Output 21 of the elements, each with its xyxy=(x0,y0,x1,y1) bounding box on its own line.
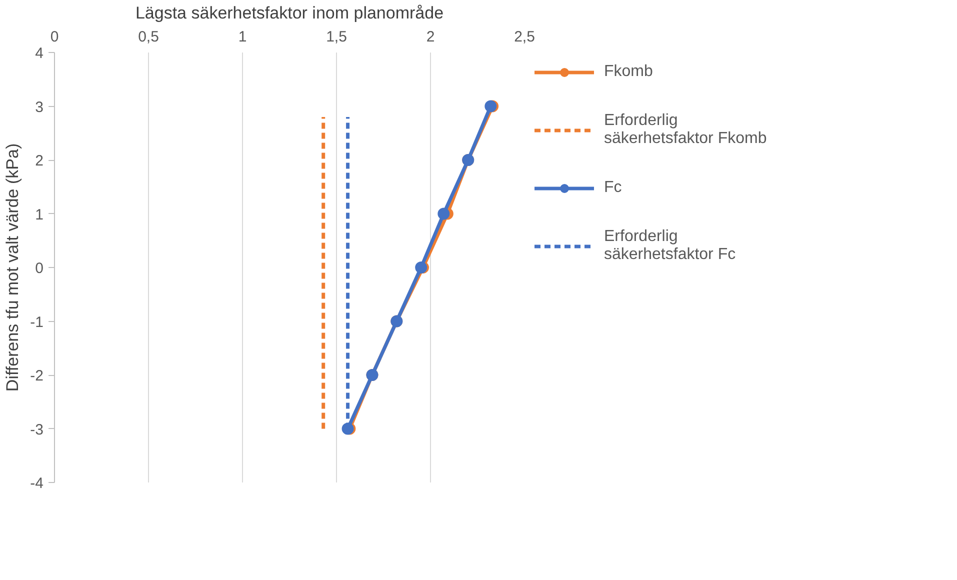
x-axis-title: Lägsta säkerhetsfaktor inom planområde xyxy=(135,4,444,22)
legend-label: Fkomb xyxy=(604,63,653,81)
x-tick-label: 2,5 xyxy=(514,28,535,46)
y-tick-label: -3 xyxy=(30,421,44,438)
y-tick-label: -4 xyxy=(30,475,44,492)
x-tick-label: 1 xyxy=(238,28,247,46)
y-tick-label: 1 xyxy=(35,206,44,224)
y-tick-label: 2 xyxy=(35,152,44,170)
y-tick-label: 0 xyxy=(35,260,44,277)
x-tick-label: 1,5 xyxy=(326,28,347,46)
legend-label: Erforderlig säkerhetsfaktor Fc xyxy=(604,228,736,264)
x-tick-label: 0 xyxy=(50,28,59,46)
x-tick-label: 2 xyxy=(426,28,435,46)
y-axis-title: Differens tfu mot valt värde (kPa) xyxy=(3,143,22,392)
legend-label: Fc xyxy=(604,179,623,197)
legend-label: Erforderlig säkerhetsfaktor Fkomb xyxy=(604,112,767,148)
y-tick-label: 4 xyxy=(35,45,44,62)
y-tick-label: -2 xyxy=(30,368,44,384)
x-tick-label: 0,5 xyxy=(138,28,159,46)
y-tick-label: 3 xyxy=(35,98,44,116)
y-tick-label: -1 xyxy=(30,314,44,331)
